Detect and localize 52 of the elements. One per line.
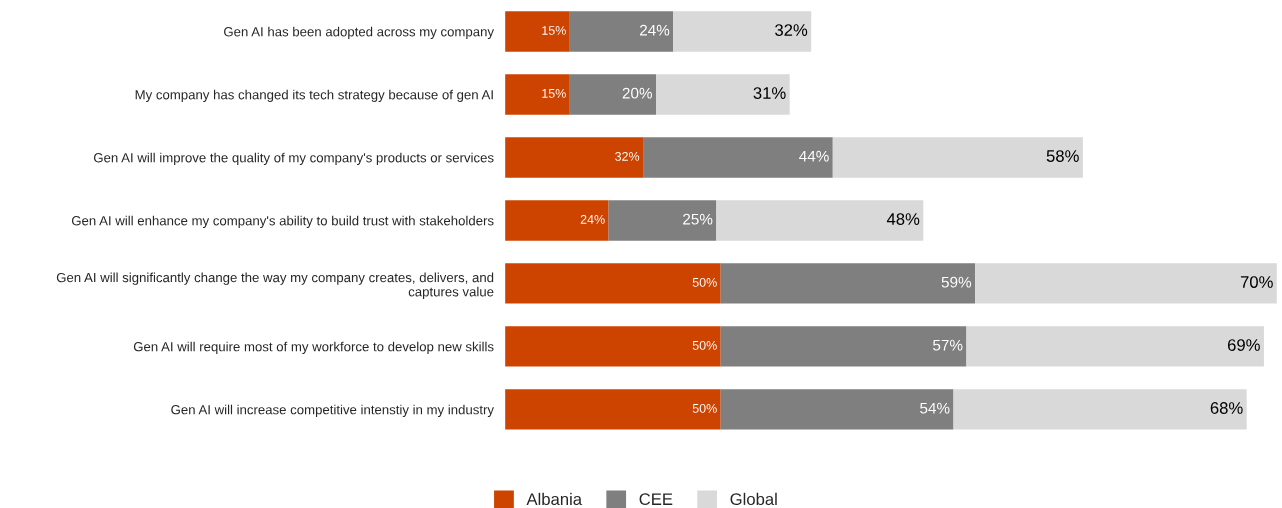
bar [656,74,790,115]
bar [569,74,657,115]
y-tick-label: My company has changed its tech strategy because of gen AI [135,89,493,103]
data-label: 50% [692,340,717,350]
data-label: 58% [1046,150,1079,162]
data-label: 50% [692,403,717,413]
data-label: 31% [753,87,786,99]
y-tick-label: Gen AI will enhance my company's ability to build trust with stakeholders [71,215,494,228]
data-label: 70% [1240,276,1273,288]
bar [505,326,721,367]
bar [505,263,721,304]
legend-label: Global [730,492,777,506]
data-label: 69% [1227,339,1260,351]
bar [966,326,1264,367]
bar [505,74,570,115]
y-tick-label: Gen AI will require most of my workforce to develop new skills [133,341,494,354]
data-label: 50% [692,277,717,287]
data-label: 25% [683,213,713,225]
y-tick-label: Gen AI will improve the quality of my company's products or services [93,152,494,165]
data-label: 32% [775,24,808,36]
bar [720,326,967,367]
data-label: 68% [1210,402,1243,414]
data-label: 24% [580,214,605,224]
data-label: 15% [542,26,566,35]
bar [720,263,976,304]
legend-label: CEE [639,493,673,506]
legend-label: Albania [526,492,583,506]
bar [716,200,924,241]
data-label: 15% [542,89,566,98]
data-label: 20% [622,87,653,99]
data-label: 24% [640,24,670,36]
bar [953,389,1247,430]
data-label: 44% [799,150,829,162]
y-tick-label: Gen AI will increase competitive intenstiy in my industry [171,404,494,417]
data-label: 48% [886,213,920,225]
y-tick-label: Gen AI will significantly change the way my company creates, delivers, and captures value [56,272,494,300]
data-label: 59% [941,276,972,288]
bar [505,200,609,241]
data-label: 32% [615,151,640,161]
bar [608,200,717,241]
bar [673,11,812,52]
y-tick-label: Gen AI has been adopted across my company [224,26,494,40]
bar [720,389,954,430]
data-label: 57% [933,339,963,351]
bar [505,137,644,178]
bar [569,11,674,52]
bar [832,137,1083,178]
bar [643,137,833,178]
bar [505,389,721,430]
data-label: 54% [920,402,950,414]
bar [505,11,570,52]
bar [975,263,1277,304]
